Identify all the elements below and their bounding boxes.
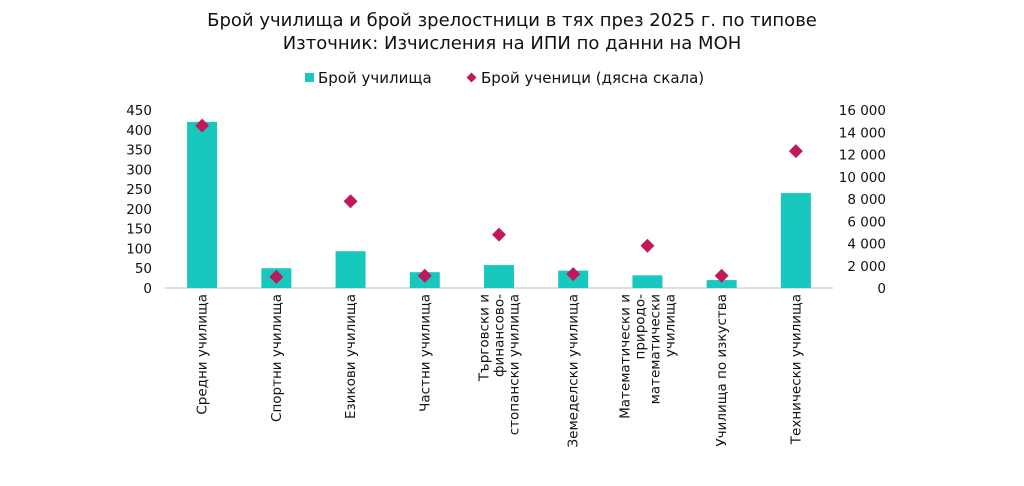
- x-category-label-line: Земеделски училища: [566, 294, 582, 448]
- x-category-label-line: Езикови училища: [343, 294, 359, 419]
- legend-label-schools: Брой училища: [318, 69, 432, 87]
- y-right-tick-label: 2 000: [847, 259, 886, 275]
- x-category-label-line: финансово-: [492, 294, 508, 377]
- y-left-tick-label: 250: [126, 182, 152, 198]
- x-category-label-line: Технически училища: [788, 294, 804, 445]
- y-left-tick-label: 100: [126, 241, 152, 257]
- x-category-label: Земеделски училища: [566, 294, 582, 448]
- y-right-tick-label: 4 000: [847, 237, 886, 253]
- x-category-label-line: училища: [662, 294, 678, 357]
- x-category-label-line: Търговски и: [477, 294, 493, 382]
- y-left-tick-label: 350: [126, 143, 152, 159]
- y-left-tick-label: 400: [126, 123, 152, 139]
- x-category-label-line: Частни училища: [417, 294, 433, 412]
- y-left-tick-label: 0: [143, 281, 152, 297]
- chart-subtitle: Източник: Изчисления на ИПИ по данни на …: [282, 33, 742, 54]
- bar: [484, 265, 514, 288]
- x-category-label-line: Средни училища: [195, 294, 211, 415]
- x-category-label: Средни училища: [195, 294, 211, 415]
- x-category-label-line: Спортни училища: [269, 294, 285, 422]
- x-category-label-line: математически: [647, 294, 663, 404]
- bar: [780, 193, 811, 288]
- legend-bar-swatch: [305, 73, 314, 82]
- x-category-label: Търговски ифинансово-стопански училища: [477, 294, 523, 435]
- bar: [632, 275, 663, 288]
- x-category-label-line: стопански училища: [507, 294, 523, 435]
- marker-point: [269, 269, 284, 284]
- x-category-label: Частни училища: [417, 294, 433, 412]
- bar: [187, 121, 218, 288]
- y-left-tick-label: 450: [126, 103, 152, 119]
- y-right-tick-label: 16 000: [839, 103, 886, 119]
- y-left-tick-label: 200: [126, 202, 152, 218]
- x-category-label: Спортни училища: [269, 294, 285, 422]
- marker-point: [640, 238, 655, 253]
- y-left-tick-label: 150: [126, 222, 152, 238]
- chart-legend: Брой училища Брой ученици (дясна скала): [0, 67, 1024, 89]
- x-category-label: Езикови училища: [343, 294, 359, 419]
- x-category-label-line: Математически и: [617, 294, 633, 419]
- y-left-tick-label: 50: [135, 261, 152, 277]
- marker-point: [417, 268, 432, 283]
- marker-point: [714, 268, 729, 283]
- x-category-label-line: природо-: [632, 294, 648, 360]
- marker-point: [788, 144, 803, 159]
- y-left-tick-label: 300: [126, 162, 152, 178]
- legend-label-students: Брой ученици (дясна скала): [481, 69, 705, 87]
- y-right-tick-label: 10 000: [839, 170, 886, 186]
- marker-point: [195, 118, 210, 133]
- y-right-tick-label: 6 000: [847, 214, 886, 230]
- chart-title: Брой училища и брой зрелостници в тях пр…: [207, 10, 817, 31]
- marker-point: [492, 227, 506, 242]
- x-category-label: Училища по изкуства: [714, 294, 730, 447]
- y-right-tick-label: 8 000: [847, 192, 886, 208]
- y-right-tick-label: 14 000: [839, 125, 886, 141]
- bar: [706, 280, 737, 288]
- marker-point: [343, 194, 358, 209]
- bar: [335, 251, 366, 288]
- y-right-tick-label: 0: [877, 281, 886, 297]
- marker-point: [566, 267, 581, 282]
- x-category-label: Математически иприродо-математическиучил…: [617, 294, 678, 419]
- x-category-label-line: Училища по изкуства: [714, 294, 730, 447]
- y-right-tick-label: 12 000: [839, 148, 886, 164]
- x-category-label: Технически училища: [788, 294, 804, 445]
